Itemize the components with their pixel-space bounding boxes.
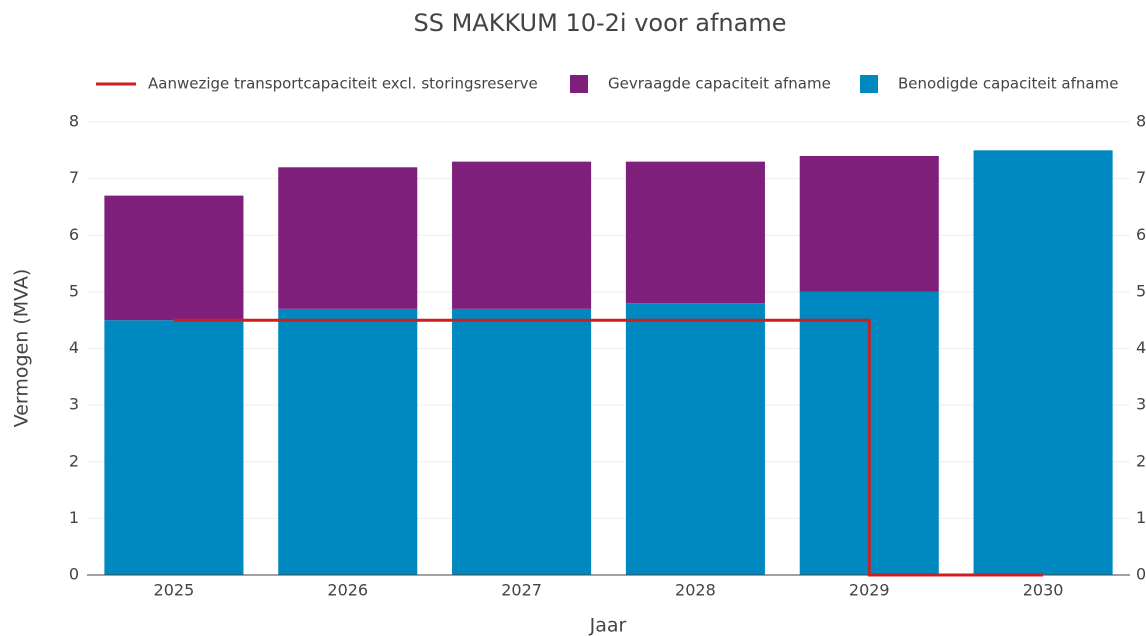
- bar-segment: [278, 308, 418, 575]
- y-tick-label: 3: [69, 395, 79, 414]
- x-tick-label: 2025: [154, 581, 195, 600]
- y-tick-label: 0: [69, 565, 79, 584]
- legend-label: Benodigde capaciteit afname: [898, 75, 1118, 93]
- legend-label: Gevraagde capaciteit afname: [608, 75, 831, 93]
- y-tick-label: 2: [69, 451, 79, 470]
- y-tick-label-right: 0: [1136, 565, 1146, 584]
- bar-segment: [452, 308, 592, 575]
- bar-segment: [625, 303, 765, 575]
- y-tick-label-right: 4: [1136, 338, 1146, 357]
- legend-swatch: [570, 75, 588, 93]
- x-axis-label: Jaar: [589, 615, 627, 636]
- y-tick-label-right: 3: [1136, 395, 1146, 414]
- y-tick-label: 4: [69, 338, 79, 357]
- y-tick-label-right: 6: [1136, 225, 1146, 244]
- y-tick-label: 7: [69, 168, 79, 187]
- y-axis-label: Vermogen (MVA): [11, 269, 33, 428]
- y-tick-label-right: 5: [1136, 281, 1146, 300]
- y-tick-label: 6: [69, 225, 79, 244]
- x-tick-label: 2029: [849, 581, 890, 600]
- x-tick-label: 2030: [1023, 581, 1064, 600]
- bar-segment: [104, 195, 244, 321]
- legend-label: Aanwezige transportcapaciteit excl. stor…: [148, 75, 538, 93]
- y-tick-label: 1: [69, 508, 79, 527]
- bar-segment: [278, 167, 418, 309]
- y-tick-label: 8: [69, 112, 79, 131]
- line: [173, 318, 1044, 577]
- x-tick-label: 2027: [501, 581, 542, 600]
- bar-segment: [104, 320, 244, 575]
- bar-segment: [973, 150, 1113, 575]
- x-tick-label: 2026: [327, 581, 368, 600]
- y-tick-label-right: 2: [1136, 451, 1146, 470]
- chart-title: SS MAKKUM 10-2i voor afname: [413, 9, 786, 37]
- legend-swatch: [860, 75, 878, 93]
- bar-segment: [799, 155, 939, 292]
- y-tick-label-right: 7: [1136, 168, 1146, 187]
- y-tick-label-right: 8: [1136, 112, 1146, 131]
- bar-segment: [452, 161, 592, 309]
- x-tick-label: 2028: [675, 581, 716, 600]
- y-tick-label-right: 1: [1136, 508, 1146, 527]
- y-tick-label: 5: [69, 281, 79, 300]
- bar-segment: [625, 161, 765, 304]
